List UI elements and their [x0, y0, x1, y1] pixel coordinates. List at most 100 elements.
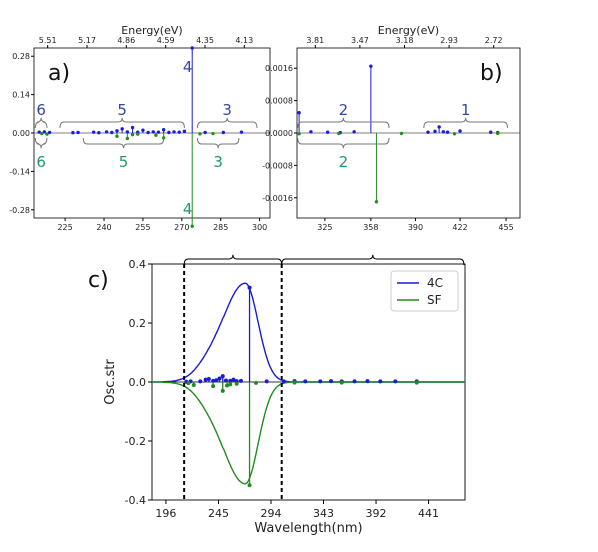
group-label-top: 2 [339, 101, 349, 119]
4c-point [441, 130, 446, 134]
sf-point [154, 133, 158, 137]
4c-point [221, 130, 226, 135]
4c-point [91, 130, 96, 134]
sf-point [414, 380, 419, 385]
4c-point [247, 285, 252, 290]
sf-point [292, 380, 297, 385]
sf-point [125, 136, 130, 141]
group-brace-bottom [82, 137, 165, 149]
x-tick-label: 255 [135, 223, 150, 232]
4c-point [489, 130, 493, 134]
sf-point [374, 200, 379, 204]
4c-point [393, 379, 398, 384]
4c-point [369, 64, 373, 68]
4c-point [146, 130, 150, 135]
group-label-top: 6 [36, 101, 46, 119]
panel-label: a) [48, 61, 70, 86]
top-tick-label: 5.51 [39, 36, 57, 45]
4c-point [238, 378, 243, 383]
group-brace-bottom [297, 137, 390, 149]
4c-point [281, 379, 286, 384]
4c-point [190, 46, 194, 50]
top-tick-label: 5.17 [78, 36, 96, 45]
x-tick-label: 225 [57, 223, 72, 232]
4c-point [125, 130, 130, 134]
4c-point [37, 130, 41, 134]
panel-a: 225 240 255 270 285 300 -0.28 -0.14 0.00 0.14 0.28… [9, 24, 271, 232]
group-brace-top [59, 117, 185, 129]
4c-point [167, 130, 171, 135]
x-tick-label: 392 [366, 507, 387, 520]
y-tick-label: 0.00 [12, 129, 30, 138]
y-tick-label: 0.0016 [265, 64, 293, 73]
4c-point [71, 131, 75, 135]
y-tick-label: -0.4 [125, 494, 146, 507]
4c-point [352, 130, 356, 134]
4c-point [141, 128, 145, 132]
sf-point [40, 131, 44, 136]
4c-point [223, 378, 228, 383]
top-tick-label: 4.59 [157, 36, 175, 45]
sf-point [452, 132, 457, 136]
4c-point [378, 379, 383, 384]
sf-point [496, 131, 500, 136]
sf-point [247, 483, 252, 488]
sf-point [339, 380, 344, 385]
4c-point [239, 130, 244, 134]
x-tick-label: 422 [452, 223, 467, 232]
top-tick-label: 4.13 [235, 36, 253, 45]
group-label-bottom: 4 [183, 200, 193, 218]
4c-point [156, 130, 161, 134]
legend-entry-label: SF [427, 293, 442, 307]
legend-entry-label: 4C [427, 276, 443, 290]
4c-point [211, 378, 216, 383]
region-brace [183, 254, 283, 266]
4c-point [365, 379, 370, 384]
region-brace [281, 254, 465, 266]
4c-point [206, 377, 211, 382]
y-tick-label: 0.28 [12, 52, 30, 61]
4c-point [309, 130, 313, 134]
4c-point [214, 378, 219, 383]
x-tick-label: 285 [213, 223, 228, 232]
sf-point [228, 382, 233, 387]
group-label-top: 5 [117, 101, 127, 119]
4c-point [458, 129, 462, 133]
group-label-bottom: 5 [119, 153, 129, 171]
group-label-bottom: 2 [339, 153, 349, 171]
top-tick-label: 3.18 [396, 36, 414, 45]
sf-point [211, 384, 216, 389]
sf-point [115, 134, 119, 138]
top-tick-label: 3.81 [306, 36, 324, 45]
group-brace-top [423, 117, 508, 129]
panel-c: 196 245 294 343 392 441 -0.4 -0.2 0.0 0.2 0.4 Wavel… [88, 254, 466, 536]
4c-point [264, 379, 269, 384]
x-tick-label: 270 [174, 223, 189, 232]
4c-point [172, 130, 176, 134]
4c-point [426, 130, 430, 134]
group-brace-top [297, 117, 390, 129]
4c-point [151, 130, 155, 134]
group-brace-bottom [196, 137, 240, 149]
sf-point [297, 132, 301, 136]
group-label-top: 3 [222, 101, 232, 119]
group-label-top: 1 [461, 101, 471, 119]
4c-point [437, 125, 441, 129]
y-axis-label: Osc.str [103, 359, 118, 405]
sf-point [198, 132, 202, 136]
top-tick-label: 4.35 [196, 36, 214, 45]
y-tick-label: 0.2 [129, 317, 147, 330]
4c-point [104, 130, 109, 134]
sf-point [225, 383, 230, 388]
top-axis-label: Energy(eV) [378, 24, 439, 37]
top-tick-label: 2.93 [440, 36, 458, 45]
sf-point [337, 131, 341, 136]
4c-point [445, 130, 450, 134]
sf-point [161, 136, 166, 140]
sf-point [130, 132, 135, 137]
sf-point [234, 381, 239, 386]
sf-point [45, 132, 49, 136]
x-tick-label: 455 [498, 223, 513, 232]
group-brace-bottom [34, 137, 48, 149]
